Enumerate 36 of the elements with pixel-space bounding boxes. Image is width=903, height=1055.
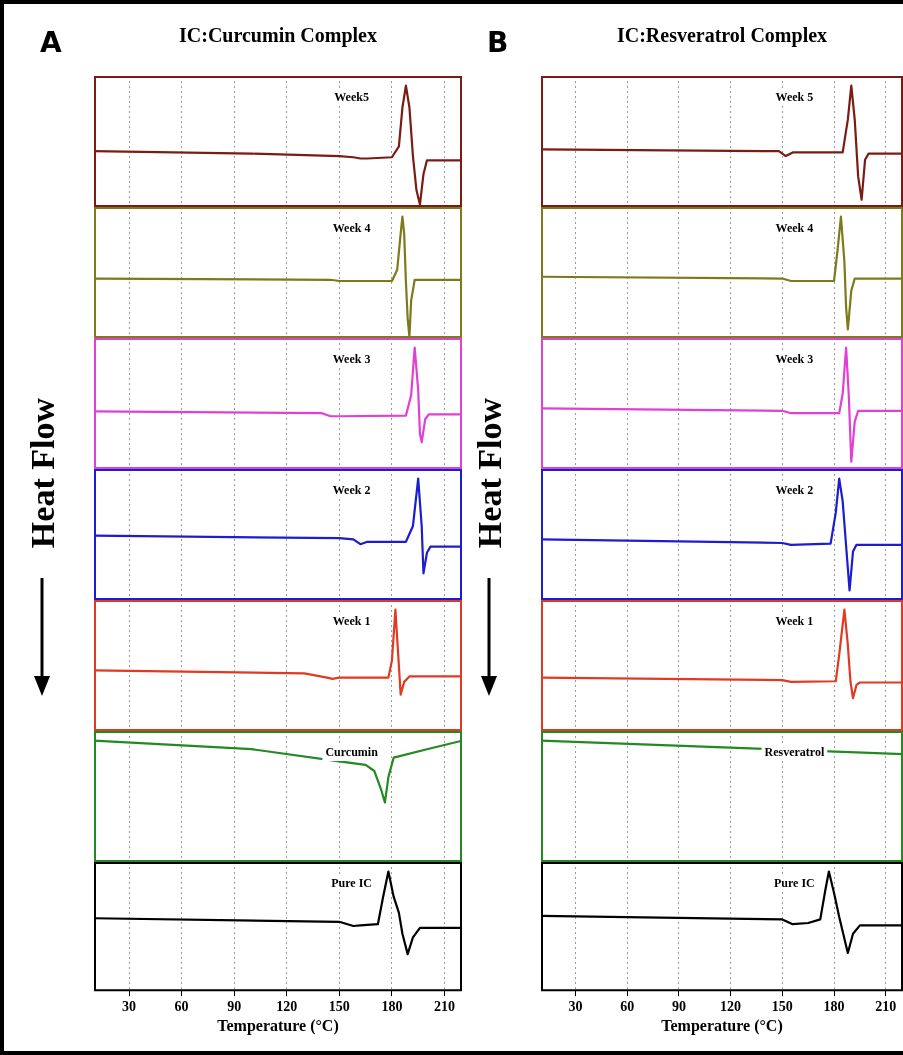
x-tick-label: 180 bbox=[823, 999, 845, 1015]
x-tick-label: 60 bbox=[620, 999, 635, 1015]
text: B bbox=[487, 26, 509, 59]
x-tick-label: 30 bbox=[122, 999, 137, 1015]
annotation: Resveratrol bbox=[764, 745, 825, 760]
x-tick-label: 180 bbox=[381, 999, 403, 1015]
annotation: Curcumin bbox=[325, 745, 379, 760]
annotation: Week 5 bbox=[775, 90, 814, 105]
x-axis-title: Temperature (°C) bbox=[216, 1017, 340, 1035]
x-tick-label: 150 bbox=[771, 999, 793, 1015]
annotation: Week 2 bbox=[775, 483, 814, 498]
text: A bbox=[40, 26, 62, 59]
y-axis-title: Heat Flow bbox=[471, 398, 509, 549]
annotation: Week 1 bbox=[332, 614, 371, 629]
annotation: Pure IC bbox=[774, 876, 815, 891]
x-tick-label: 150 bbox=[328, 999, 350, 1015]
annotation: Pure IC bbox=[331, 876, 372, 891]
y-axis-title: Heat Flow bbox=[24, 398, 62, 549]
x-tick-label: 30 bbox=[568, 999, 583, 1015]
x-tick-label: 120 bbox=[720, 999, 742, 1015]
annotation: Week 1 bbox=[775, 614, 814, 629]
annotation: Week 3 bbox=[332, 352, 371, 367]
chart-title: IC:Curcumin Complex bbox=[178, 24, 378, 47]
annotation: Week5 bbox=[334, 90, 369, 105]
x-tick-label: 210 bbox=[875, 999, 897, 1015]
x-tick-label: 120 bbox=[276, 999, 298, 1015]
annotation: Week 3 bbox=[775, 352, 814, 367]
x-tick-label: 210 bbox=[433, 999, 455, 1015]
chart-title: IC:Resveratrol Complex bbox=[615, 24, 829, 47]
annotation: Week 2 bbox=[332, 483, 371, 498]
x-axis-title: Temperature (°C) bbox=[660, 1017, 784, 1035]
annotation: Week 4 bbox=[775, 221, 814, 236]
x-tick-label: 90 bbox=[671, 999, 686, 1015]
x-tick-label: 90 bbox=[227, 999, 242, 1015]
annotation: Week 4 bbox=[332, 221, 371, 236]
x-tick-label: 60 bbox=[174, 999, 189, 1015]
